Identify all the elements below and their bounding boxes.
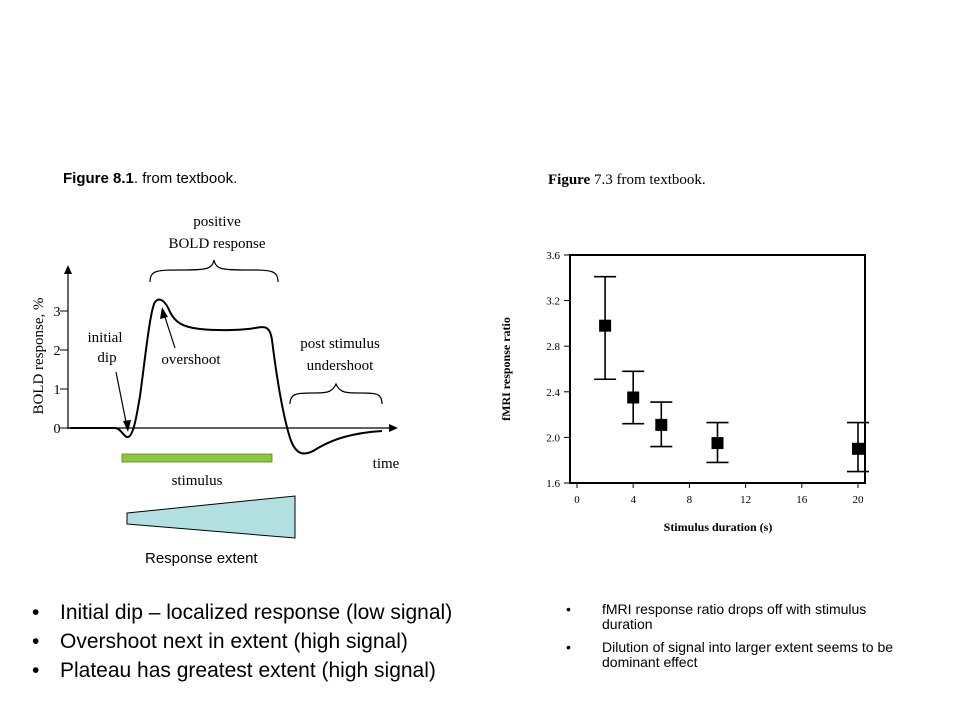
chart-ytick-label: 3.6 (546, 250, 560, 262)
overshoot-arrowhead (160, 307, 168, 319)
response-ratio-chart: 1.6 2.0 2.4 2.8 3.2 3.6 0 4 8 12 16 20 Stimulus du… (499, 250, 869, 534)
y-axis-arrow (64, 265, 72, 274)
data-point (627, 391, 640, 404)
right-caption-rest: 7.3 from textbook. (590, 172, 706, 188)
data-point (852, 442, 864, 455)
response-extent-label: Response extent (145, 550, 258, 567)
chart-ytick-label: 1.6 (546, 478, 560, 490)
left-caption-rest: . from textbook. (133, 170, 238, 187)
chart-xtick-label: 0 (574, 494, 580, 506)
stimulus-bar (121, 453, 273, 463)
right-bullet-item: fMRI response ratio drops off with stimu… (566, 602, 916, 632)
ytick-label-1: 1 (54, 383, 61, 398)
left-figure-caption: Figure 8.1. from textbook. (63, 170, 237, 187)
right-figure-caption: Figure 7.3 from textbook. (548, 172, 706, 189)
ytick-label-3: 3 (54, 305, 61, 320)
initial-dip-arrow (115, 371, 128, 428)
chart-ytick-label: 2.8 (546, 341, 560, 353)
chart-ytick-label: 3.2 (546, 296, 560, 308)
y-ticks: 1.6 2.0 2.4 2.8 3.2 3.6 (546, 250, 570, 490)
initial-dip-label-line1: initial (88, 330, 123, 346)
right-bullet-list: fMRI response ratio drops off with stimu… (566, 602, 916, 678)
right-bullet-item: Dilution of signal into larger extent se… (566, 640, 916, 670)
chart-xtick-label: 8 (687, 494, 693, 506)
chart-xtick-label: 20 (853, 494, 865, 506)
chart-xtick-label: 12 (740, 494, 751, 506)
bold-response-curve (70, 298, 383, 455)
overshoot-arrow (163, 313, 176, 349)
left-bullet-item: Overshoot next in extent (high signal) (30, 627, 550, 656)
data-points (594, 275, 869, 473)
positive-label-line2: BOLD response (168, 236, 265, 252)
initial-dip-arrowhead (123, 420, 131, 432)
positive-brace (149, 259, 279, 283)
overshoot-label: overshoot (161, 352, 221, 368)
left-xlabel: time (373, 456, 400, 472)
chart-xtick-label: 4 (630, 494, 636, 506)
ytick-label-0: 0 (54, 422, 61, 437)
bold-response-diagram: positive BOLD response 3 2 1 0 BOLD resp… (31, 214, 400, 539)
undershoot-brace (289, 382, 383, 405)
data-point (599, 319, 612, 332)
plot-frame (569, 254, 866, 484)
left-bullet-list: Initial dip – localized response (low si… (30, 598, 550, 685)
left-bullet-item: Plateau has greatest extent (high signal… (30, 656, 550, 685)
stimulus-label: stimulus (172, 473, 223, 489)
left-bullet-item: Initial dip – localized response (low si… (30, 598, 550, 627)
positive-label-line1: positive (193, 214, 241, 230)
chart-xtick-label: 16 (796, 494, 808, 506)
x-axis-arrow (389, 424, 398, 432)
chart-ytick-label: 2.4 (546, 387, 560, 399)
chart-ytick-label: 2.0 (546, 432, 560, 444)
chart-xlabel: Stimulus duration (s) (664, 520, 773, 534)
chart-ylabel: fMRI response ratio (499, 317, 513, 421)
left-caption-bold: Figure 8.1 (63, 170, 134, 187)
initial-dip-label-line2: dip (97, 350, 116, 366)
response-extent-wedge (126, 495, 296, 539)
data-point (711, 437, 724, 450)
undershoot-label-line2: undershoot (307, 358, 374, 374)
undershoot-label-line1: post stimulus (300, 336, 380, 352)
ytick-label-2: 2 (54, 344, 61, 359)
data-point (655, 418, 668, 431)
left-ylabel: BOLD response, % (31, 297, 47, 414)
x-ticks: 0 4 8 12 16 20 (574, 483, 864, 506)
right-caption-bold: Figure (548, 172, 591, 188)
